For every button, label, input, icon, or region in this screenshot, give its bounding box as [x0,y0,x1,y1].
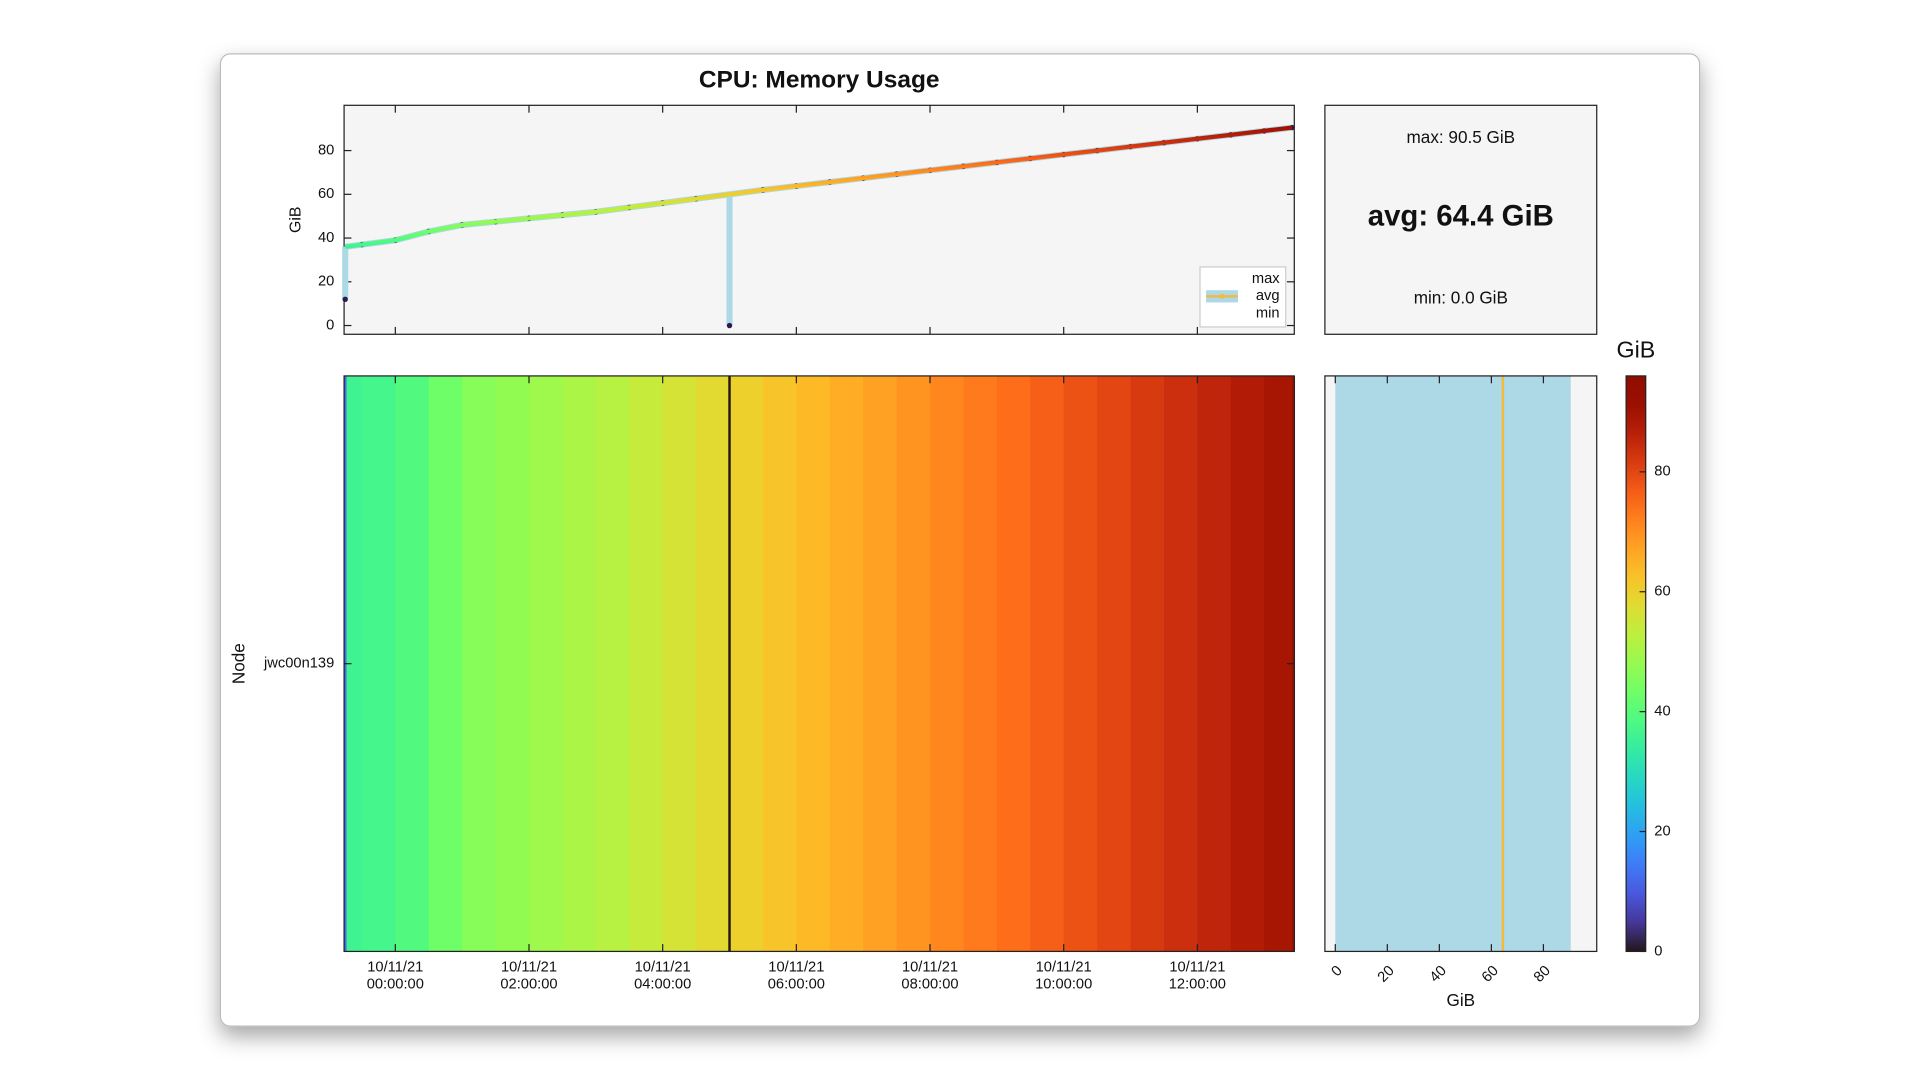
y-axis-label: GiB [288,207,305,234]
y-tick-label: 80 [318,142,334,158]
heatmap-cell [1197,375,1232,952]
heatmap-cell [361,375,397,952]
heatmap-cell [562,375,597,952]
colorbar-tick-label: 60 [1654,584,1670,600]
x-tick-label: 10/11/21 04:00:00 [634,959,691,992]
summary-min: min: 0.0 GiB [1414,287,1508,307]
heatmap-cell [996,375,1032,952]
heatmap-cell [696,375,731,952]
range-box [1335,375,1571,952]
x-tick-label-line: 10:00:00 [1035,976,1092,992]
heatmap-cell [762,375,798,952]
legend-label: max [1252,271,1280,287]
min-point [726,322,733,329]
avg-line [344,125,1293,249]
x-tick-label: 10/11/21 10:00:00 [1035,959,1092,992]
box-frame [1324,375,1598,953]
y-tick-label: 20 [318,274,334,290]
y-tick-label: jwc00n139 [263,656,334,672]
heatmap-cell [796,375,831,952]
x-tick-label-line: 02:00:00 [500,976,557,992]
colorbar [1625,375,1647,953]
x-tick-label-line: 08:00:00 [901,976,958,992]
heatmap-cell [1097,375,1132,952]
summary-avg: avg: 64.4 GiB [1368,200,1554,233]
legend-swatch [1219,293,1225,299]
heatmap-cell [1063,375,1098,952]
x-tick-label-line: 10/11/21 [768,959,824,975]
y-tick-label: 60 [318,186,334,202]
x-tick-label-line: 12:00:00 [1169,976,1226,992]
heatmap-cell [1130,375,1165,952]
heatmap-cell [629,375,664,952]
heatmap-cell [662,375,697,952]
x-tick-label: 10/11/21 06:00:00 [768,959,825,992]
legend-label: min [1256,305,1280,321]
colorbar-tick-label: 0 [1654,943,1662,959]
heatmap-cell [1030,375,1065,952]
x-tick-label-line: 00:00:00 [367,976,424,992]
y-axis-label: Node [229,643,249,684]
x-tick-label: 10/11/21 08:00:00 [901,959,958,992]
min-point [342,296,348,302]
heatmap-cell [428,375,463,952]
x-tick-label-line: 10/11/21 [1169,959,1225,975]
x-tick-label-line: 10/11/21 [1036,959,1092,975]
x-tick-label-line: 10/11/21 [501,959,557,975]
x-tick-label-line: 10/11/21 [635,959,691,975]
colorbar-tick-label: 20 [1654,823,1670,839]
heatmap-cell [896,375,931,952]
x-tick-label-line: 06:00:00 [768,976,825,992]
summary-max: max: 90.5 GiB [1407,127,1516,147]
colorbar-tick-label: 80 [1654,464,1670,480]
y-tick-label: 0 [326,317,334,333]
x-axis-label: GiB [1447,990,1476,1010]
heatmap-cell [963,375,998,952]
legend-label: avg [1256,288,1280,304]
x-tick-label-line: 10/11/21 [367,959,423,975]
heatmap-cell [829,375,864,952]
colorbar-tick-label: 40 [1654,704,1670,720]
x-tick-label: 10/11/21 12:00:00 [1169,959,1226,992]
heatmap-cell [1230,375,1265,952]
heatmap-cell [595,375,630,952]
heatmap-cell [528,375,564,952]
heatmap-cell [344,375,363,952]
colorbar-label: GiB [1617,337,1656,363]
heatmap-cell [729,375,764,952]
x-tick-label-line: 10/11/21 [902,959,958,975]
heatmap-cell [462,375,497,952]
x-tick-label: 10/11/21 02:00:00 [500,959,557,992]
chart-title: CPU: Memory Usage [699,66,940,93]
heatmap-cell [1163,375,1199,952]
heatmap-cell [395,375,430,952]
heatmap-cell [930,375,965,952]
summary-panel [1324,104,1598,335]
y-tick-label: 40 [318,230,334,246]
heatmap-cell [863,375,898,952]
heatmap-cell [495,375,530,952]
x-tick-label-line: 04:00:00 [634,976,691,992]
x-tick-label: 10/11/21 00:00:00 [367,959,424,992]
